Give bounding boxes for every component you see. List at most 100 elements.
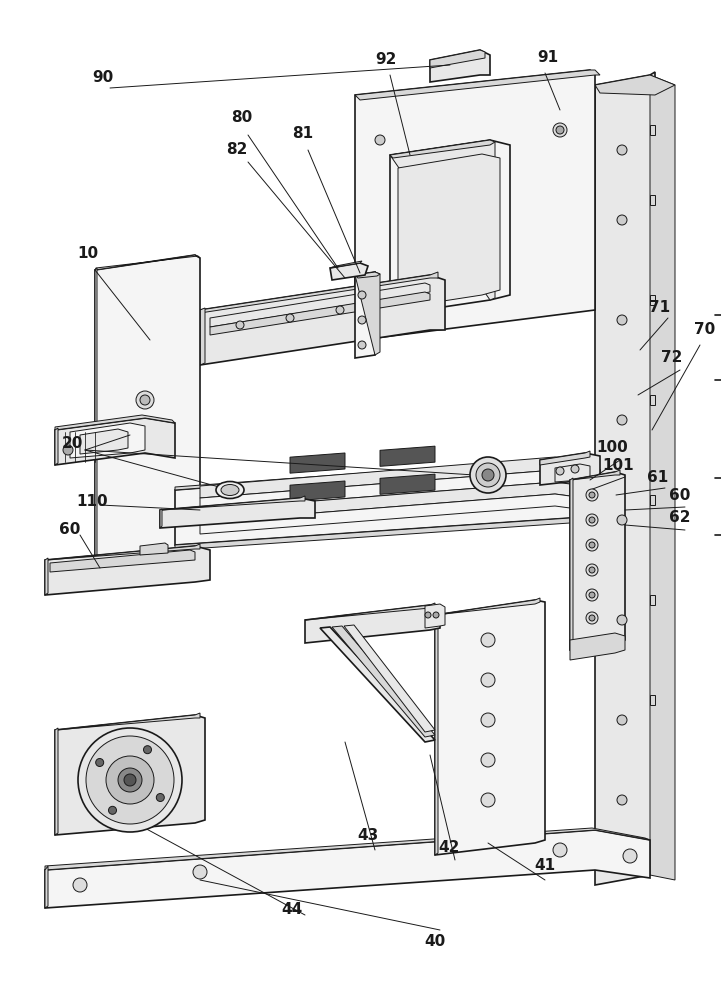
Polygon shape: [355, 70, 595, 340]
Circle shape: [108, 806, 117, 814]
Text: 10: 10: [77, 246, 99, 261]
Circle shape: [586, 612, 598, 624]
Polygon shape: [332, 626, 435, 737]
Polygon shape: [570, 478, 573, 650]
Text: 43: 43: [358, 828, 379, 842]
Text: 100: 100: [596, 440, 628, 454]
Circle shape: [78, 728, 182, 832]
Polygon shape: [45, 866, 48, 908]
Polygon shape: [435, 598, 540, 615]
Polygon shape: [95, 255, 200, 270]
Circle shape: [358, 316, 366, 324]
Text: 41: 41: [534, 858, 556, 874]
Polygon shape: [390, 140, 510, 315]
Circle shape: [586, 514, 598, 526]
Polygon shape: [430, 50, 490, 82]
Polygon shape: [200, 275, 445, 365]
Text: 71: 71: [650, 300, 671, 316]
Polygon shape: [330, 263, 368, 280]
Circle shape: [617, 615, 627, 625]
Circle shape: [73, 878, 87, 892]
Polygon shape: [210, 283, 430, 327]
Circle shape: [589, 492, 595, 498]
Circle shape: [358, 291, 366, 299]
Polygon shape: [650, 295, 655, 305]
Polygon shape: [355, 272, 380, 278]
Text: 62: 62: [669, 510, 691, 526]
Polygon shape: [650, 75, 675, 880]
Polygon shape: [570, 472, 625, 650]
Polygon shape: [650, 495, 655, 505]
Circle shape: [623, 849, 637, 863]
Polygon shape: [650, 195, 655, 205]
Polygon shape: [380, 474, 435, 494]
Polygon shape: [45, 558, 48, 595]
Polygon shape: [650, 595, 655, 605]
Polygon shape: [55, 418, 175, 465]
Circle shape: [63, 445, 73, 455]
Polygon shape: [55, 715, 205, 835]
Polygon shape: [570, 633, 625, 660]
Polygon shape: [390, 140, 495, 300]
Text: 44: 44: [281, 902, 303, 918]
Polygon shape: [320, 627, 435, 742]
Text: 20: 20: [61, 436, 83, 452]
Polygon shape: [55, 713, 200, 730]
Polygon shape: [175, 518, 595, 550]
Circle shape: [556, 467, 564, 475]
Polygon shape: [200, 457, 570, 498]
Polygon shape: [200, 308, 205, 365]
Text: 60: 60: [669, 488, 691, 502]
Polygon shape: [55, 728, 58, 835]
Polygon shape: [290, 453, 345, 473]
Polygon shape: [435, 600, 545, 855]
Circle shape: [589, 567, 595, 573]
Polygon shape: [80, 429, 128, 454]
Polygon shape: [330, 261, 362, 268]
Circle shape: [617, 715, 627, 725]
Text: 110: 110: [76, 494, 108, 510]
Circle shape: [556, 126, 564, 134]
Polygon shape: [380, 446, 435, 466]
Circle shape: [586, 539, 598, 551]
Polygon shape: [435, 612, 438, 855]
Polygon shape: [45, 544, 200, 560]
Polygon shape: [650, 395, 655, 405]
Text: 91: 91: [537, 50, 559, 66]
Circle shape: [124, 774, 136, 786]
Circle shape: [118, 768, 142, 792]
Text: 61: 61: [647, 470, 668, 485]
Polygon shape: [175, 458, 595, 490]
Circle shape: [136, 391, 154, 409]
Circle shape: [470, 457, 506, 493]
Circle shape: [586, 589, 598, 601]
Circle shape: [617, 795, 627, 805]
Text: 81: 81: [293, 125, 314, 140]
Circle shape: [96, 758, 104, 766]
Polygon shape: [45, 546, 210, 595]
Circle shape: [336, 306, 344, 314]
Polygon shape: [160, 496, 305, 510]
Circle shape: [140, 395, 150, 405]
Text: 42: 42: [438, 840, 460, 856]
Circle shape: [481, 673, 495, 687]
Polygon shape: [570, 470, 620, 480]
Circle shape: [553, 123, 567, 137]
Polygon shape: [55, 428, 58, 465]
Circle shape: [553, 843, 567, 857]
Circle shape: [476, 463, 500, 487]
Polygon shape: [50, 550, 195, 572]
Polygon shape: [595, 72, 655, 885]
Circle shape: [425, 612, 431, 618]
Polygon shape: [650, 695, 655, 705]
Circle shape: [617, 145, 627, 155]
Polygon shape: [650, 125, 655, 135]
Circle shape: [86, 736, 174, 824]
Circle shape: [481, 713, 495, 727]
Ellipse shape: [221, 485, 239, 495]
Polygon shape: [200, 494, 570, 534]
Polygon shape: [95, 268, 97, 572]
Circle shape: [617, 215, 627, 225]
Polygon shape: [95, 255, 200, 572]
Circle shape: [481, 753, 495, 767]
